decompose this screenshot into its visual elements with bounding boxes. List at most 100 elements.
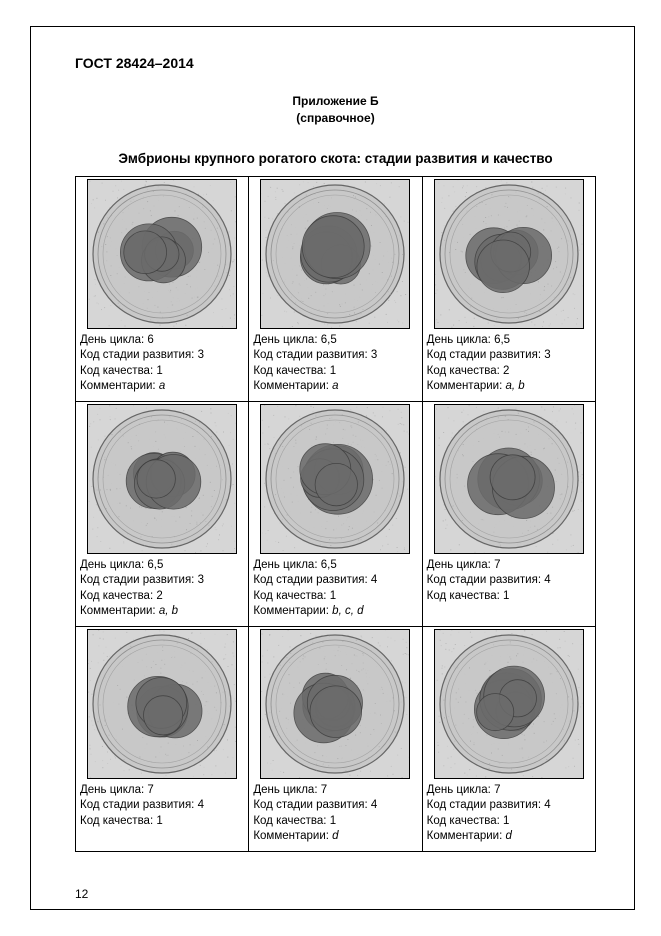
label-stage: Код стадии развития: [80,349,194,361]
value-stage: 3 [198,349,204,361]
value-stage: 3 [544,349,550,361]
table-cell: День цикла: 6,5 Код стадии развития: 4 К… [249,401,422,626]
label-day: День цикла: [80,784,144,796]
label-stage: Код стадии развития: [427,799,541,811]
value-stage: 3 [371,349,377,361]
value-stage: 4 [198,799,204,811]
label-day: День цикла: [253,559,317,571]
embryo-image [260,404,410,554]
appendix-title: Приложение Б [75,93,596,110]
value-stage: 4 [544,574,550,586]
label-stage: Код стадии развития: [253,799,367,811]
section-title: Эмбрионы крупного рогатого скота: стадии… [75,151,596,166]
label-day: День цикла: [253,784,317,796]
label-stage: Код стадии развития: [427,574,541,586]
value-comments: a, b [159,605,178,617]
value-quality: 2 [503,365,509,377]
value-quality: 1 [330,815,336,827]
embryo-image [434,404,584,554]
value-quality: 2 [156,590,162,602]
value-day: 6 [147,334,153,346]
label-quality: Код качества: [80,590,153,602]
value-stage: 3 [198,574,204,586]
table-cell: День цикла: 6,5 Код стадии развития: 3 К… [422,176,595,401]
value-day: 6,5 [321,334,337,346]
label-comments: Комментарии: [427,380,503,392]
value-comments: d [332,830,338,842]
cell-caption: День цикла: 6,5 Код стадии развития: 3 К… [249,333,421,395]
appendix-note: (справочное) [75,110,596,127]
cell-caption: День цикла: 6,5 Код стадии развития: 3 К… [76,558,248,620]
value-day: 6,5 [321,559,337,571]
value-day: 7 [147,784,153,796]
embryo-image [87,179,237,329]
label-quality: Код качества: [253,365,326,377]
cell-caption: День цикла: 6,5 Код стадии развития: 4 К… [249,558,421,620]
label-day: День цикла: [427,784,491,796]
label-stage: Код стадии развития: [253,349,367,361]
label-stage: Код стадии развития: [427,349,541,361]
label-comments: Комментарии: [253,830,329,842]
value-quality: 1 [156,815,162,827]
label-quality: Код качества: [427,590,500,602]
value-day: 6,5 [494,334,510,346]
label-day: День цикла: [253,334,317,346]
value-comments: a [332,380,338,392]
cell-caption: День цикла: 6 Код стадии развития: 3 Код… [76,333,248,395]
document-id: ГОСТ 28424–2014 [75,55,596,71]
cell-caption: День цикла: 7 Код стадии развития: 4 Код… [249,783,421,845]
value-stage: 4 [544,799,550,811]
label-day: День цикла: [427,559,491,571]
label-quality: Код качества: [80,365,153,377]
table-cell: День цикла: 7 Код стадии развития: 4 Код… [422,626,595,851]
embryo-image [260,629,410,779]
value-day: 7 [321,784,327,796]
table-cell: День цикла: 6 Код стадии развития: 3 Код… [76,176,249,401]
value-quality: 1 [330,365,336,377]
page-frame: ГОСТ 28424–2014 Приложение Б (справочное… [30,26,635,910]
appendix-header: Приложение Б (справочное) [75,93,596,127]
label-quality: Код качества: [427,365,500,377]
label-comments: Комментарии: [80,380,156,392]
value-stage: 4 [371,574,377,586]
label-comments: Комментарии: [253,380,329,392]
value-comments: d [506,830,512,842]
label-quality: Код качества: [253,815,326,827]
label-day: День цикла: [80,334,144,346]
page-number: 12 [75,887,88,901]
embryo-table: День цикла: 6 Код стадии развития: 3 Код… [75,176,596,852]
table-cell: День цикла: 7 Код стадии развития: 4 Код… [76,626,249,851]
cell-caption: День цикла: 7 Код стадии развития: 4 Код… [423,783,595,845]
label-quality: Код качества: [427,815,500,827]
value-comments: b, c, d [332,605,363,617]
label-comments: Комментарии: [427,830,503,842]
label-stage: Код стадии развития: [253,574,367,586]
label-stage: Код стадии развития: [80,574,194,586]
value-quality: 1 [330,590,336,602]
cell-caption: День цикла: 7 Код стадии развития: 4 Код… [423,558,595,605]
value-comments: a [159,380,165,392]
label-comments: Комментарии: [253,605,329,617]
cell-caption: День цикла: 6,5 Код стадии развития: 3 К… [423,333,595,395]
embryo-image [87,404,237,554]
value-quality: 1 [503,590,509,602]
value-day: 7 [494,559,500,571]
cell-caption: День цикла: 7 Код стадии развития: 4 Код… [76,783,248,830]
embryo-image [434,629,584,779]
label-stage: Код стадии развития: [80,799,194,811]
value-quality: 1 [503,815,509,827]
embryo-image [260,179,410,329]
table-cell: День цикла: 7 Код стадии развития: 4 Код… [249,626,422,851]
value-comments: a, b [506,380,525,392]
embryo-image [434,179,584,329]
table-cell: День цикла: 7 Код стадии развития: 4 Код… [422,401,595,626]
table-cell: День цикла: 6,5 Код стадии развития: 3 К… [249,176,422,401]
label-quality: Код качества: [253,590,326,602]
value-day: 7 [494,784,500,796]
label-day: День цикла: [427,334,491,346]
embryo-image [87,629,237,779]
label-quality: Код качества: [80,815,153,827]
label-day: День цикла: [80,559,144,571]
value-quality: 1 [156,365,162,377]
value-stage: 4 [371,799,377,811]
